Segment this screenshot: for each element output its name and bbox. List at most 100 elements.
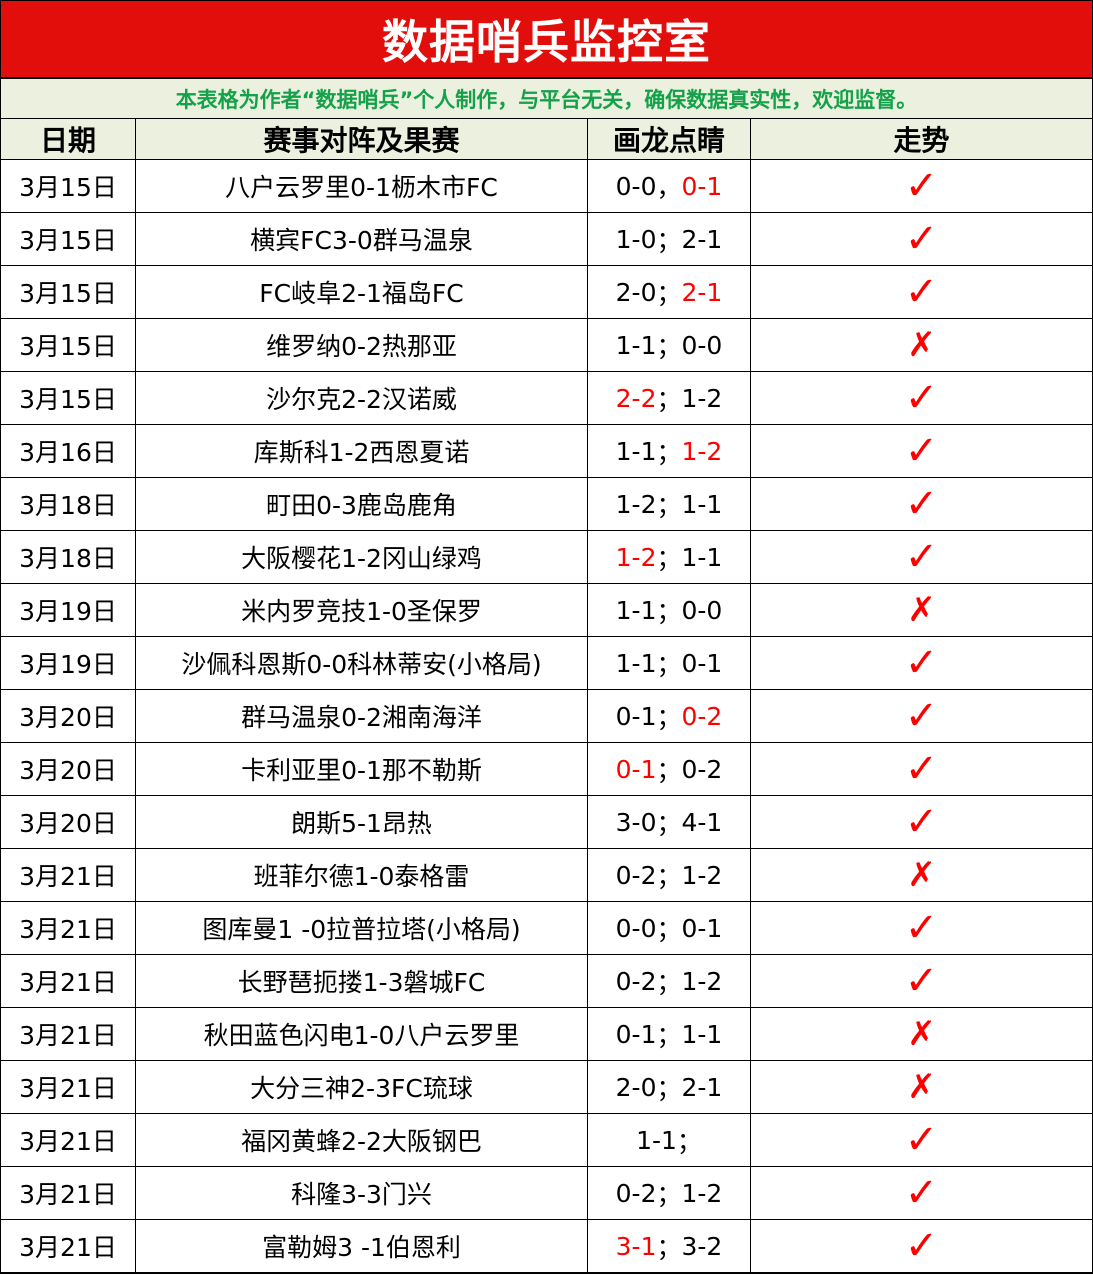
trend-cell: ✗ bbox=[751, 1008, 1092, 1060]
check-icon: ✓ bbox=[904, 269, 939, 315]
trend-cell: ✓ bbox=[751, 266, 1092, 318]
pick-cell: 1-1； 0-1 bbox=[588, 637, 751, 689]
table-row: 3月21日 大分三神2-3FC琉球 2-0； 2-1 ✗ bbox=[1, 1061, 1092, 1114]
date-cell: 3月21日 bbox=[1, 902, 136, 954]
pick-cell: 0-1； 0-2 bbox=[588, 690, 751, 742]
pick-2: 1-2 bbox=[681, 436, 723, 466]
table-body: 3月15日 八户云罗里0-1枥木市FC 0-0， 0-1 ✓ 3月15日 横宾FC3… bbox=[1, 160, 1092, 1273]
table-row: 3月21日 科隆3-3门兴 0-2； 1-2 ✓ bbox=[1, 1167, 1092, 1220]
table-row: 3月21日 班菲尔德1-0泰格雷 0-2； 1-2 ✗ bbox=[1, 849, 1092, 902]
table-row: 3月16日 库斯科1-2西恩夏诺 1-1； 1-2 ✓ bbox=[1, 425, 1092, 478]
trend-cell: ✓ bbox=[751, 902, 1092, 954]
date-cell: 3月15日 bbox=[1, 160, 136, 212]
cross-icon: ✗ bbox=[907, 855, 936, 895]
trend-cell: ✓ bbox=[751, 372, 1092, 424]
pick-2: 0-0 bbox=[681, 595, 723, 625]
pick-1: 0-2 bbox=[615, 1178, 657, 1208]
match-cell: 八户云罗里0-1枥木市FC bbox=[136, 160, 588, 212]
pick-1: 1-2 bbox=[615, 542, 657, 572]
pick-2: 1-2 bbox=[681, 383, 723, 413]
pick-2: 1-2 bbox=[681, 860, 723, 890]
check-icon: ✓ bbox=[904, 1223, 939, 1269]
trend-cell: ✓ bbox=[751, 796, 1092, 848]
check-icon: ✓ bbox=[904, 958, 939, 1004]
date-cell: 3月15日 bbox=[1, 213, 136, 265]
pick-2: 1-2 bbox=[681, 966, 723, 996]
check-icon: ✓ bbox=[904, 799, 939, 845]
date-cell: 3月15日 bbox=[1, 319, 136, 371]
header-match: 赛事对阵及果赛 bbox=[136, 119, 588, 159]
pick-2: 1-1 bbox=[681, 1019, 723, 1049]
pick-cell: 1-0； 2-1 bbox=[588, 213, 751, 265]
pick-separator: ； bbox=[656, 544, 682, 573]
pick-separator: ； bbox=[656, 438, 682, 467]
check-icon: ✓ bbox=[904, 746, 939, 792]
trend-cell: ✗ bbox=[751, 1061, 1092, 1113]
pick-1: 0-1 bbox=[615, 754, 657, 784]
pick-cell: 3-0； 4-1 bbox=[588, 796, 751, 848]
pick-2: 0-1 bbox=[681, 913, 723, 943]
pick-1: 1-2 bbox=[615, 489, 657, 519]
pick-1: 2-2 bbox=[615, 383, 657, 413]
pick-cell: 2-0； 2-1 bbox=[588, 1061, 751, 1113]
pick-separator: ； bbox=[656, 756, 682, 785]
table-row: 3月21日 长野琶扼搂1-3磐城FC 0-2； 1-2 ✓ bbox=[1, 955, 1092, 1008]
pick-cell: 1-1； bbox=[588, 1114, 751, 1166]
trend-cell: ✓ bbox=[751, 1114, 1092, 1166]
pick-cell: 0-0， 0-1 bbox=[588, 160, 751, 212]
cross-icon: ✗ bbox=[907, 325, 936, 365]
pick-2: 2-1 bbox=[681, 1072, 723, 1102]
check-icon: ✓ bbox=[904, 640, 939, 686]
pick-1: 0-0 bbox=[615, 913, 657, 943]
match-cell: 大阪樱花1-2冈山绿鸡 bbox=[136, 531, 588, 583]
pick-2: 2-1 bbox=[681, 277, 723, 307]
pick-2: 0-1 bbox=[681, 648, 723, 678]
match-cell: FC岐阜2-1福岛FC bbox=[136, 266, 588, 318]
date-cell: 3月16日 bbox=[1, 425, 136, 477]
table-row: 3月15日 维罗纳0-2热那亚 1-1； 0-0 ✗ bbox=[1, 319, 1092, 372]
table-row: 3月15日 八户云罗里0-1枥木市FC 0-0， 0-1 ✓ bbox=[1, 160, 1092, 213]
header-trend: 走势 bbox=[893, 124, 950, 157]
pick-1: 0-2 bbox=[615, 860, 657, 890]
trend-cell: ✓ bbox=[751, 425, 1092, 477]
pick-cell: 1-1； 1-2 bbox=[588, 425, 751, 477]
pick-1: 1-1 bbox=[615, 330, 657, 360]
pick-cell: 2-2； 1-2 bbox=[588, 372, 751, 424]
pick-2: 1-2 bbox=[681, 1178, 723, 1208]
trend-cell: ✓ bbox=[751, 637, 1092, 689]
pick-cell: 3-1； 3-2 bbox=[588, 1220, 751, 1272]
cross-icon: ✗ bbox=[907, 1067, 936, 1107]
pick-1: 3-0 bbox=[615, 807, 657, 837]
subtitle: 本表格为作者“数据哨兵”个人制作，与平台无关，确保数据真实性，欢迎监督。 bbox=[1, 79, 1092, 119]
check-icon: ✓ bbox=[904, 534, 939, 580]
date-cell: 3月15日 bbox=[1, 266, 136, 318]
pick-1: 3-1 bbox=[615, 1231, 657, 1261]
check-icon: ✓ bbox=[904, 905, 939, 951]
match-cell: 富勒姆3 -1伯恩利 bbox=[136, 1220, 588, 1272]
table-row: 3月20日 群马温泉0-2湘南海洋 0-1； 0-2 ✓ bbox=[1, 690, 1092, 743]
pick-separator: ； bbox=[656, 862, 682, 891]
pick-separator: ； bbox=[656, 915, 682, 944]
table-row: 3月21日 福冈黄蜂2-2大阪钢巴 1-1； ✓ bbox=[1, 1114, 1092, 1167]
table-row: 3月18日 大阪樱花1-2冈山绿鸡 1-2； 1-1 ✓ bbox=[1, 531, 1092, 584]
pick-separator: ； bbox=[656, 1074, 682, 1103]
trend-cell: ✓ bbox=[751, 743, 1092, 795]
date-cell: 3月21日 bbox=[1, 1114, 136, 1166]
match-cell: 维罗纳0-2热那亚 bbox=[136, 319, 588, 371]
cross-icon: ✗ bbox=[907, 590, 936, 630]
match-cell: 福冈黄蜂2-2大阪钢巴 bbox=[136, 1114, 588, 1166]
pick-cell: 2-0； 2-1 bbox=[588, 266, 751, 318]
date-cell: 3月20日 bbox=[1, 690, 136, 742]
table-row: 3月18日 町田0-3鹿岛鹿角 1-2； 1-1 ✓ bbox=[1, 478, 1092, 531]
pick-1: 0-1 bbox=[615, 701, 657, 731]
check-icon: ✓ bbox=[904, 1170, 939, 1216]
match-cell: 长野琶扼搂1-3磐城FC bbox=[136, 955, 588, 1007]
pick-cell: 0-1； 0-2 bbox=[588, 743, 751, 795]
pick-1: 0-2 bbox=[615, 966, 657, 996]
pick-2: 0-1 bbox=[681, 171, 723, 201]
pick-separator: ； bbox=[656, 1233, 682, 1262]
table-row: 3月20日 卡利亚里0-1那不勒斯 0-1； 0-2 ✓ bbox=[1, 743, 1092, 796]
pick-1: 1-1 bbox=[636, 1125, 677, 1155]
pick-separator: ； bbox=[656, 385, 682, 414]
